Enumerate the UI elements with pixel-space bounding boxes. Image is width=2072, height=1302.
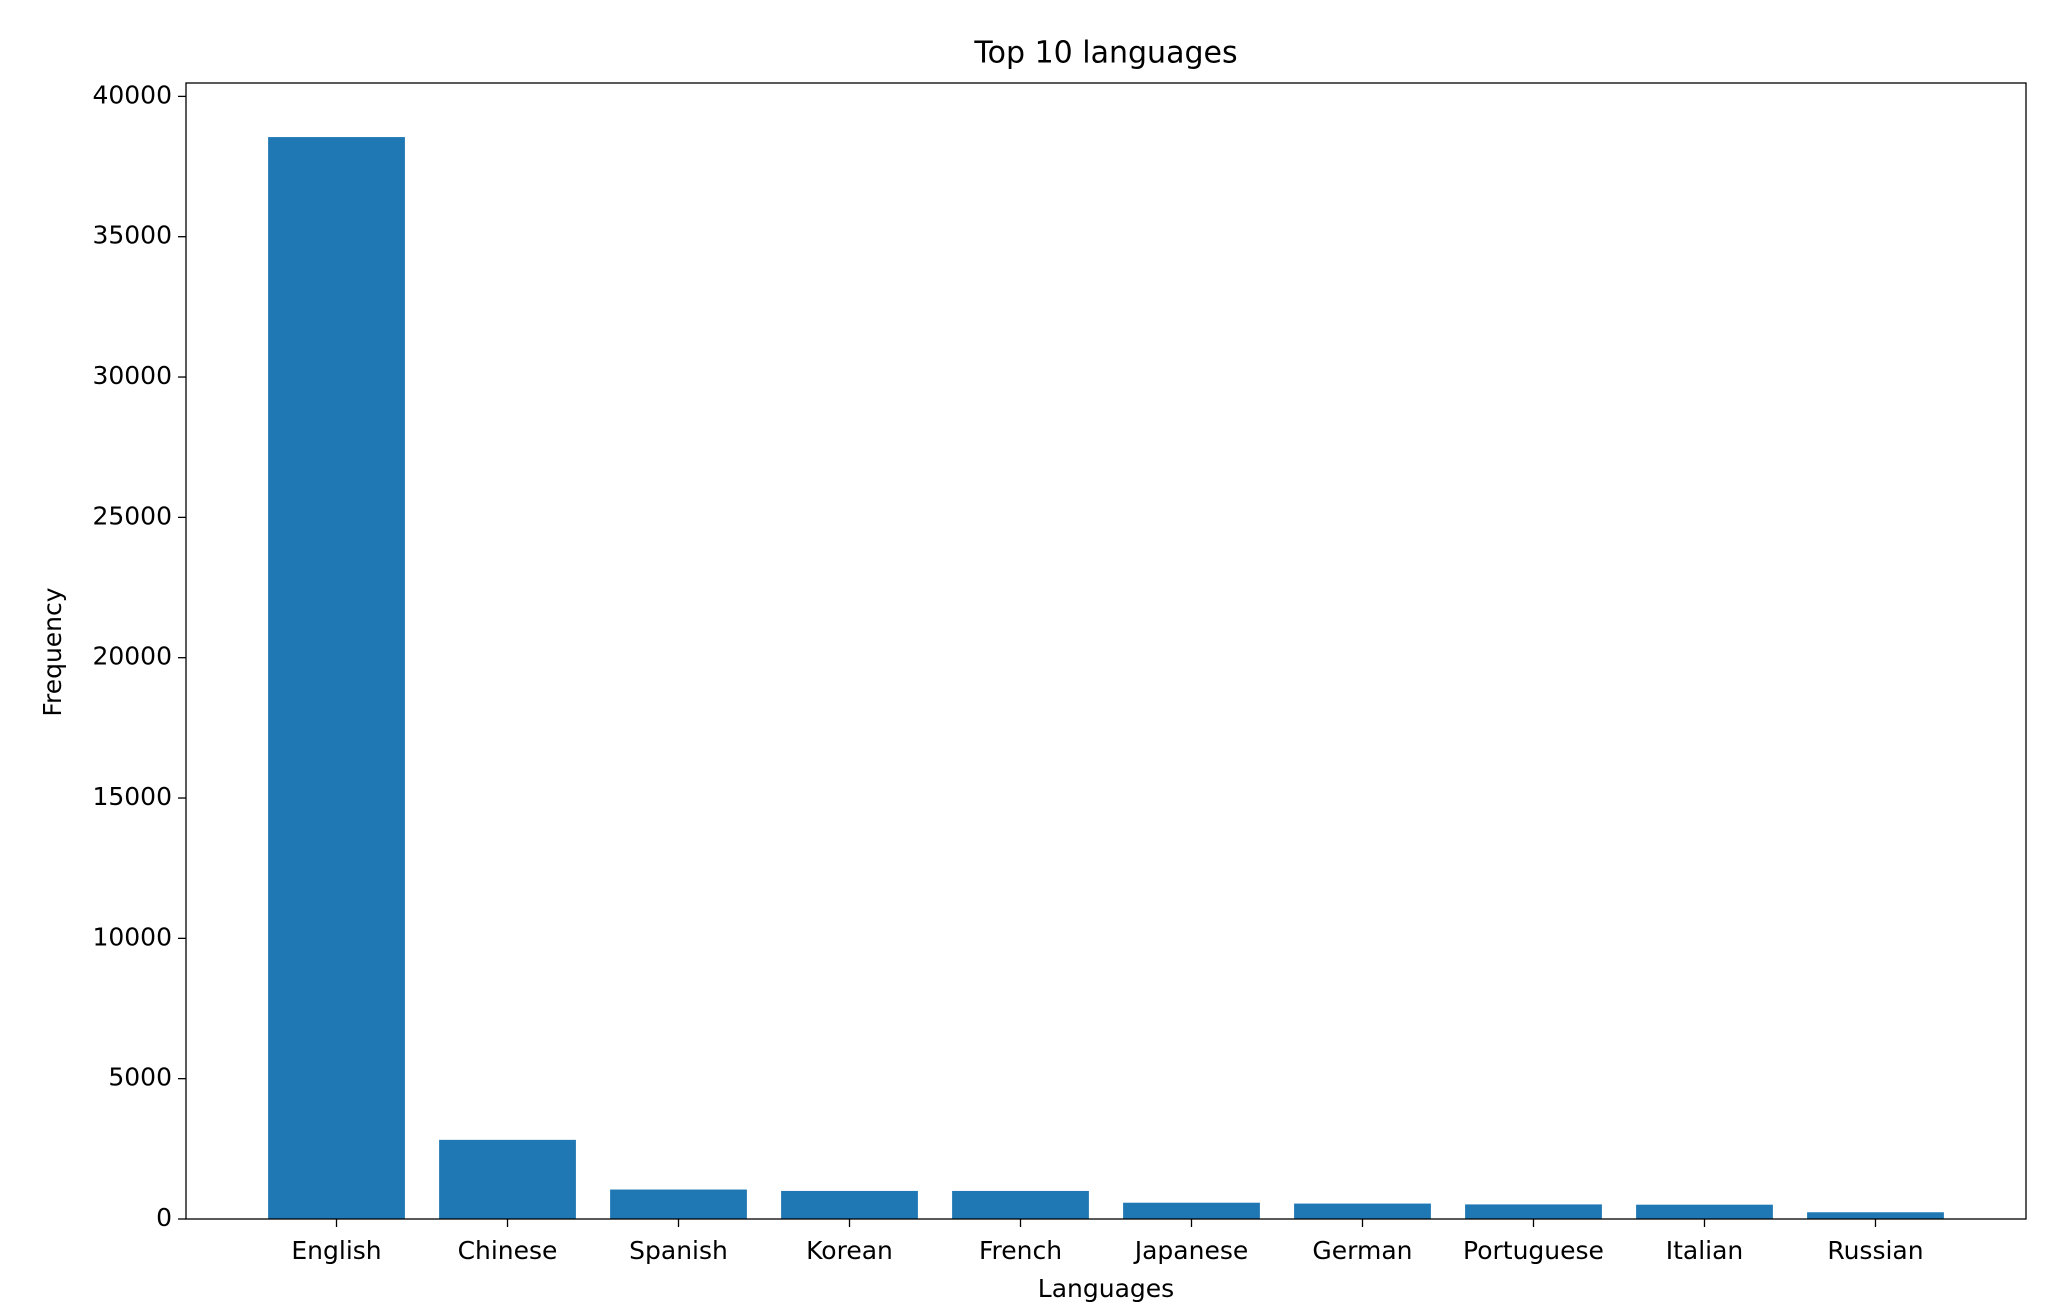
y-tick-label: 5000 bbox=[108, 1063, 172, 1092]
y-tick-label: 15000 bbox=[92, 782, 172, 811]
y-tick-label: 10000 bbox=[92, 922, 172, 951]
bar bbox=[781, 1190, 918, 1219]
x-tick-label: Korean bbox=[806, 1236, 893, 1265]
y-tick-label: 25000 bbox=[92, 501, 172, 530]
y-axis-label: Frequency bbox=[38, 587, 67, 716]
y-tick-label: 20000 bbox=[92, 642, 172, 671]
x-tick-label: Spanish bbox=[629, 1236, 728, 1265]
bar bbox=[268, 137, 405, 1219]
plot-frame bbox=[185, 82, 2027, 1220]
bar bbox=[1636, 1204, 1773, 1219]
x-tick-label: Italian bbox=[1666, 1236, 1744, 1265]
x-tick-label: Chinese bbox=[458, 1236, 558, 1265]
bar bbox=[439, 1139, 576, 1219]
x-tick-label: Portuguese bbox=[1463, 1236, 1604, 1265]
x-tick-label: Japanese bbox=[1133, 1236, 1249, 1265]
bar bbox=[1294, 1203, 1431, 1219]
bar bbox=[610, 1189, 747, 1219]
bar bbox=[952, 1190, 1089, 1219]
y-tick-label: 40000 bbox=[92, 80, 172, 109]
bar bbox=[1807, 1212, 1944, 1219]
x-tick-label: Russian bbox=[1827, 1236, 1923, 1265]
x-tick-label: German bbox=[1312, 1236, 1412, 1265]
y-tick-label: 0 bbox=[156, 1203, 172, 1232]
y-tick-label: 35000 bbox=[92, 221, 172, 250]
x-tick-label: French bbox=[979, 1236, 1062, 1265]
bar bbox=[1123, 1202, 1260, 1219]
bar bbox=[1465, 1204, 1602, 1219]
x-axis-label: Languages bbox=[1038, 1274, 1174, 1302]
x-tick-label: English bbox=[291, 1236, 381, 1265]
chart-title: Top 10 languages bbox=[973, 36, 1237, 71]
y-tick-label: 30000 bbox=[92, 361, 172, 390]
